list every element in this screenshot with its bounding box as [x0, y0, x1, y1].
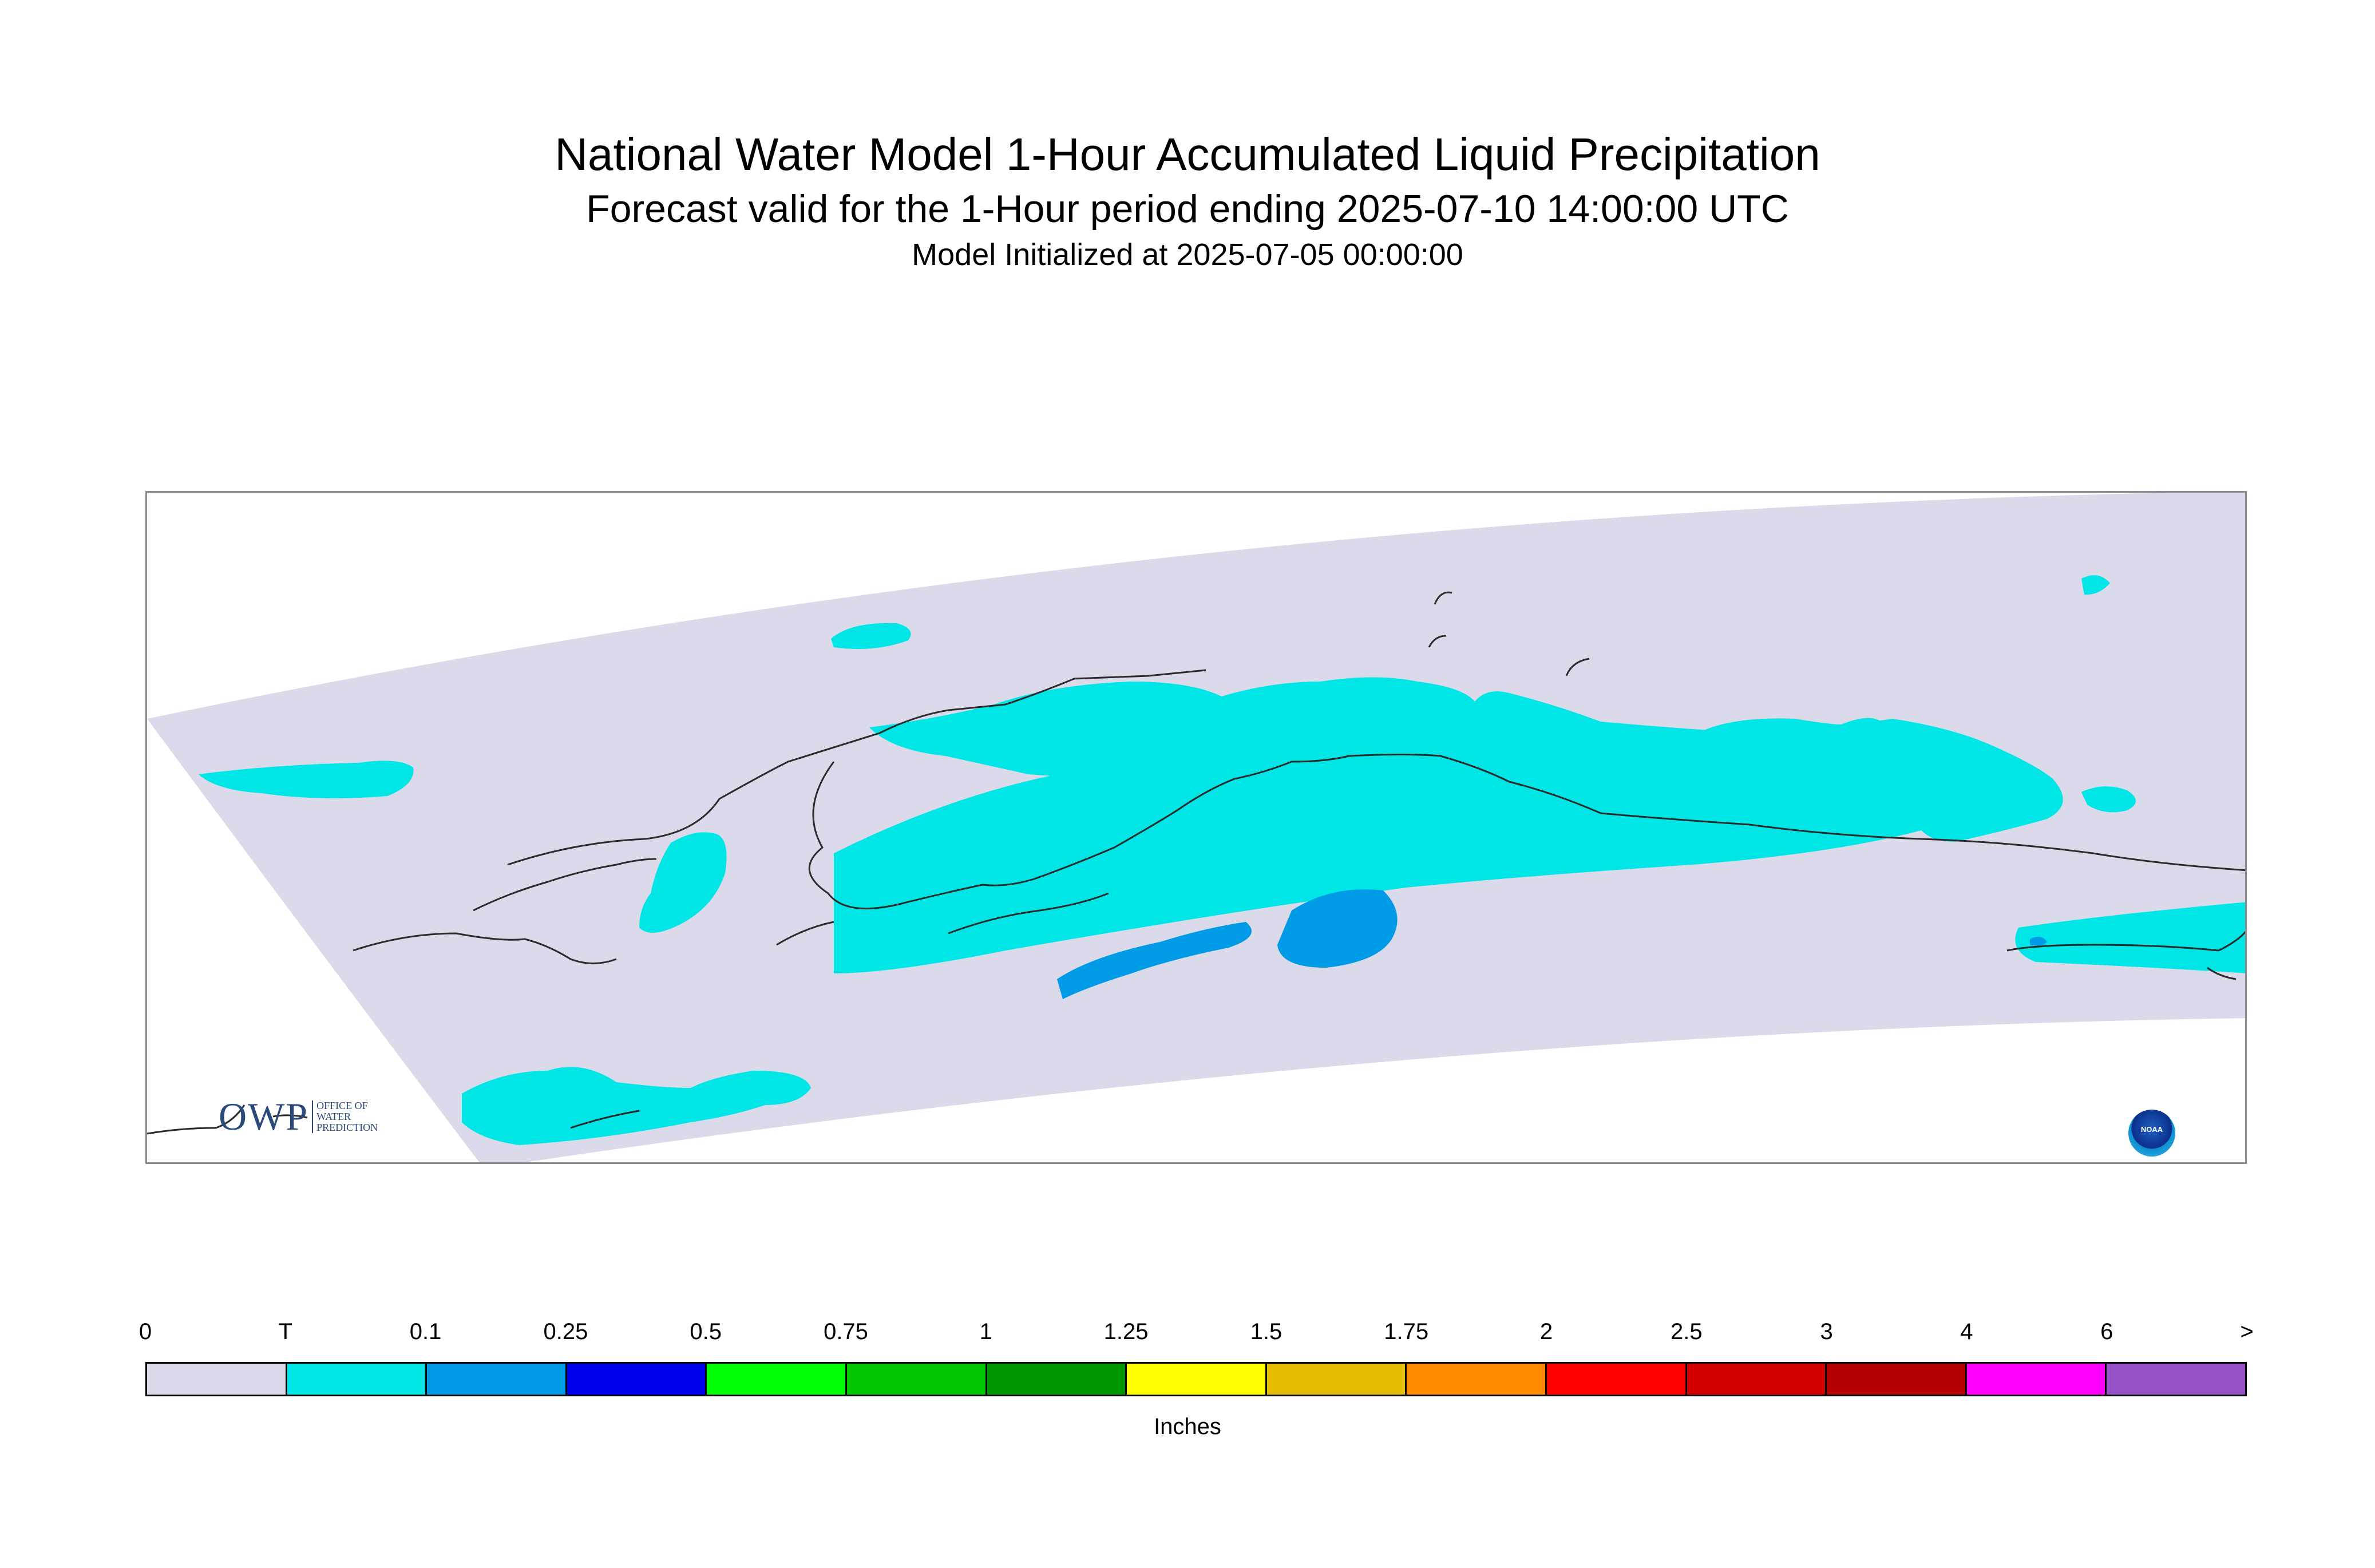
legend-swatch-2: [427, 1364, 567, 1395]
trace-precip-areas: [199, 575, 2245, 1145]
legend-tick-label: 1.25: [1103, 1319, 1149, 1344]
legend-swatch-0: [147, 1364, 287, 1395]
noaa-logo: NOAA: [2128, 1110, 2175, 1157]
legend-tick-label: 0.5: [690, 1319, 722, 1344]
light-precip-areas: [1057, 889, 2047, 999]
owp-logo: OWP OFFICE OF WATER PREDICTION: [219, 1095, 378, 1138]
legend-swatch-4: [707, 1364, 847, 1395]
map-title: National Water Model 1-Hour Accumulated …: [555, 129, 1820, 180]
coastline: [147, 591, 2245, 1135]
legend-swatch-5: [846, 1364, 987, 1395]
legend-swatch-1: [287, 1364, 428, 1395]
legend-swatch-6: [987, 1364, 1127, 1395]
legend-swatch-10: [1546, 1364, 1687, 1395]
noaa-logo-text: NOAA: [2140, 1124, 2163, 1134]
legend-tick-label: 0.1: [409, 1319, 442, 1344]
owp-logo-line3: PREDICTION: [316, 1121, 378, 1133]
legend-swatch-11: [1687, 1364, 1827, 1395]
precipitation-map: OWP OFFICE OF WATER PREDICTION NOAA: [145, 491, 2247, 1164]
owp-logo-main: OWP: [219, 1095, 309, 1138]
legend-swatch-12: [1827, 1364, 1967, 1395]
legend-tick-label: 4: [1960, 1319, 1973, 1344]
legend-tick-label: 2: [1539, 1319, 1553, 1344]
legend-tick-label: 1: [979, 1319, 992, 1344]
owp-logo-line2: WATER: [316, 1110, 351, 1122]
legend-tick-label: 0: [138, 1319, 152, 1344]
legend-swatch-14: [2107, 1364, 2245, 1395]
legend-swatch-13: [1966, 1364, 2107, 1395]
legend-tick-label: 0.25: [543, 1319, 588, 1344]
legend-swatch-7: [1127, 1364, 1267, 1395]
legend-tick-label: 1.5: [1250, 1319, 1282, 1344]
legend-tick-label: 3: [1820, 1319, 1833, 1344]
legend-tick-label: 6: [2100, 1319, 2113, 1344]
legend-tick-label: >: [2240, 1319, 2254, 1344]
model-init-time: Model Initialized at 2025-07-05 00:00:00: [912, 237, 1463, 272]
legend-swatch-3: [567, 1364, 707, 1395]
legend-tick-label: 1.75: [1384, 1319, 1429, 1344]
precip-color-legend: [145, 1362, 2247, 1396]
legend-tick-label: T: [278, 1319, 293, 1344]
legend-swatch-8: [1266, 1364, 1407, 1395]
map-subtitle: Forecast valid for the 1-Hour period end…: [586, 187, 1789, 231]
legend-tick-label: 0.75: [824, 1319, 868, 1344]
legend-tick-label: 2.5: [1670, 1319, 1703, 1344]
legend-swatch-9: [1407, 1364, 1547, 1395]
owp-logo-line1: OFFICE OF: [316, 1099, 368, 1111]
legend-units: Inches: [1154, 1414, 1221, 1439]
